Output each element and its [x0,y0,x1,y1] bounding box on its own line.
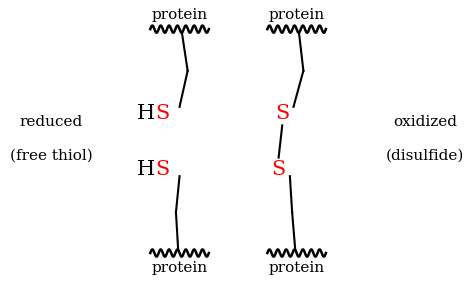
Text: (free thiol): (free thiol) [10,148,92,162]
Text: protein: protein [269,8,325,22]
Text: H: H [137,160,155,179]
Text: S: S [155,104,170,123]
Text: protein: protein [152,8,208,22]
Text: protein: protein [269,261,325,275]
Text: reduced: reduced [19,115,83,129]
Text: protein: protein [152,261,208,275]
Text: (disulfide): (disulfide) [386,148,464,162]
Text: oxidized: oxidized [393,115,457,129]
Text: S: S [275,104,289,123]
Text: S: S [155,160,170,179]
Text: H: H [137,104,155,123]
Text: S: S [272,160,286,179]
